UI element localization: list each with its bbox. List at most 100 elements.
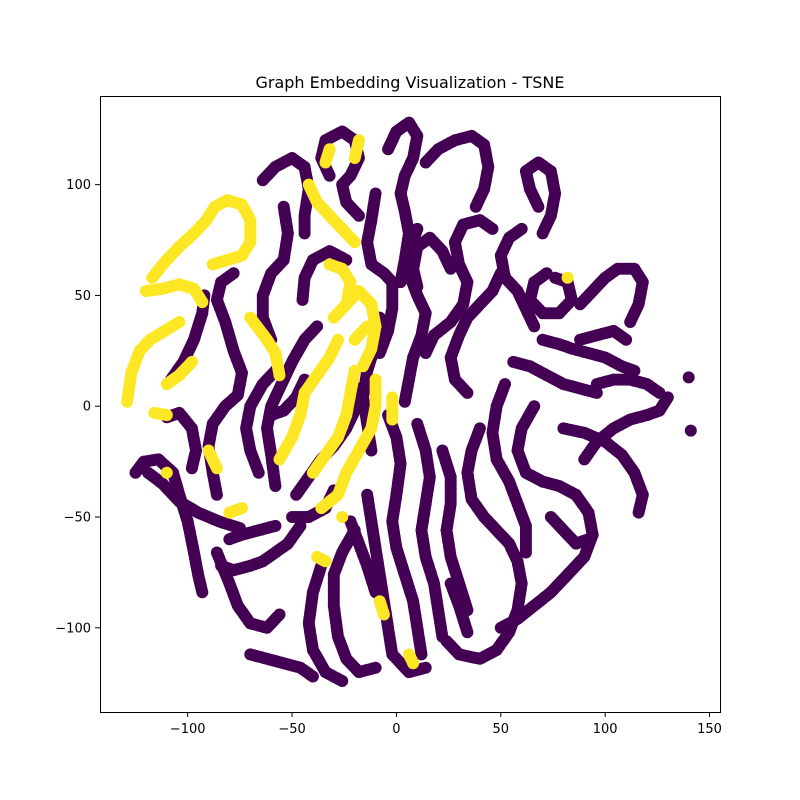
data-point <box>311 320 324 333</box>
plot-points <box>121 116 697 687</box>
strand-71 <box>561 271 574 284</box>
strand-60 <box>148 406 173 422</box>
data-point <box>582 533 595 546</box>
data-point <box>348 152 361 164</box>
strand-12 <box>306 364 361 479</box>
strand-38 <box>574 324 633 346</box>
strand-25 <box>361 187 399 359</box>
strand-7 <box>202 267 248 501</box>
data-point <box>519 546 532 559</box>
data-point <box>415 648 428 661</box>
data-point <box>684 424 697 437</box>
plot-frame <box>100 96 721 713</box>
x-tick-label: 150 <box>697 722 722 737</box>
data-point <box>323 143 336 156</box>
strand-2 <box>139 278 209 309</box>
data-point <box>160 466 173 479</box>
data-point <box>210 462 223 475</box>
strand-43 <box>578 391 674 466</box>
strand-31 <box>444 267 507 399</box>
strand-63 <box>223 502 248 519</box>
strand-27 <box>419 129 495 213</box>
x-tick-label: 50 <box>493 722 510 737</box>
x-tick-label: −50 <box>278 722 305 737</box>
y-axis: −100 −50 0 50 100 <box>55 178 100 636</box>
x-tick-label: −100 <box>170 722 206 737</box>
data-point <box>561 271 574 284</box>
data-point <box>407 657 420 670</box>
strand-39 <box>440 422 528 665</box>
strand-70 <box>348 320 374 346</box>
data-point <box>682 371 695 384</box>
strand-20 <box>323 258 357 324</box>
data-point <box>196 296 209 309</box>
data-point <box>369 373 382 386</box>
y-tick-label: 0 <box>83 400 91 415</box>
data-point <box>461 386 474 399</box>
strand-8 <box>244 311 286 382</box>
data-point <box>227 267 240 280</box>
strand-40 <box>486 378 532 559</box>
strand-46 <box>382 409 428 661</box>
data-point <box>398 395 411 408</box>
strand-45 <box>544 511 595 550</box>
strand-51 <box>302 559 349 687</box>
data-point <box>394 276 407 289</box>
strand-37 <box>507 355 603 399</box>
data-point <box>549 271 562 284</box>
data-point <box>336 675 349 687</box>
y-tick-label: 100 <box>66 178 91 193</box>
data-point <box>494 621 507 634</box>
data-point <box>185 462 198 475</box>
data-point <box>419 661 432 674</box>
strand-9 <box>261 320 324 492</box>
data-point <box>332 333 344 346</box>
data-point <box>444 577 457 590</box>
data-point <box>348 236 361 249</box>
data-point <box>436 630 449 643</box>
strand-59 <box>684 424 697 437</box>
strand-19 <box>296 245 353 306</box>
x-tick-label: 100 <box>593 722 618 737</box>
data-point <box>185 355 198 368</box>
strand-65 <box>373 595 390 621</box>
chart-title: Graph Embedding Visualization - TSNE <box>255 73 564 92</box>
x-axis: −100 −50 0 50 100 150 <box>170 712 722 737</box>
data-point <box>590 386 603 399</box>
strand-57 <box>444 577 474 639</box>
strand-14 <box>315 373 382 515</box>
strand-55 <box>223 519 282 546</box>
data-point <box>206 258 219 271</box>
data-point <box>352 209 365 222</box>
strand-36 <box>536 333 641 377</box>
strand-32 <box>494 222 541 333</box>
strand-68 <box>348 134 365 164</box>
strand-72 <box>336 511 349 523</box>
strand-67 <box>319 143 336 169</box>
strand-50 <box>327 524 382 679</box>
data-point <box>160 409 173 422</box>
data-point <box>369 661 382 674</box>
strand-13 <box>240 364 282 479</box>
data-point <box>273 369 286 382</box>
strand-64 <box>311 550 332 568</box>
strand-0 <box>121 316 186 408</box>
strand-54 <box>244 648 319 683</box>
strand-44 <box>590 373 666 399</box>
y-tick-label: −50 <box>64 511 91 526</box>
y-tick-label: −100 <box>55 621 91 636</box>
data-point <box>361 320 374 333</box>
data-point <box>173 316 186 328</box>
strand-52 <box>215 519 307 577</box>
data-point <box>620 333 633 346</box>
strand-1 <box>146 194 257 284</box>
data-point <box>236 502 248 515</box>
strand-35 <box>574 262 649 328</box>
strand-41 <box>494 400 599 634</box>
data-point <box>536 227 549 240</box>
y-tick-label: 50 <box>74 289 91 304</box>
data-point <box>386 413 399 426</box>
data-point <box>411 280 424 293</box>
strand-47 <box>411 417 449 643</box>
